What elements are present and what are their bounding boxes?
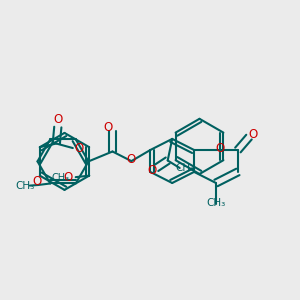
Text: CH₃: CH₃ — [51, 173, 69, 183]
Text: O: O — [53, 113, 62, 126]
Text: O: O — [74, 142, 83, 154]
Text: CH₃: CH₃ — [15, 181, 35, 190]
Text: O: O — [216, 142, 225, 155]
Text: CH₃: CH₃ — [176, 163, 195, 173]
Text: O: O — [33, 176, 42, 188]
Text: O: O — [248, 128, 257, 141]
Text: CH₃: CH₃ — [206, 198, 226, 208]
Text: O: O — [64, 171, 73, 184]
Text: O: O — [127, 153, 136, 167]
Text: O: O — [104, 121, 113, 134]
Text: O: O — [148, 164, 157, 178]
